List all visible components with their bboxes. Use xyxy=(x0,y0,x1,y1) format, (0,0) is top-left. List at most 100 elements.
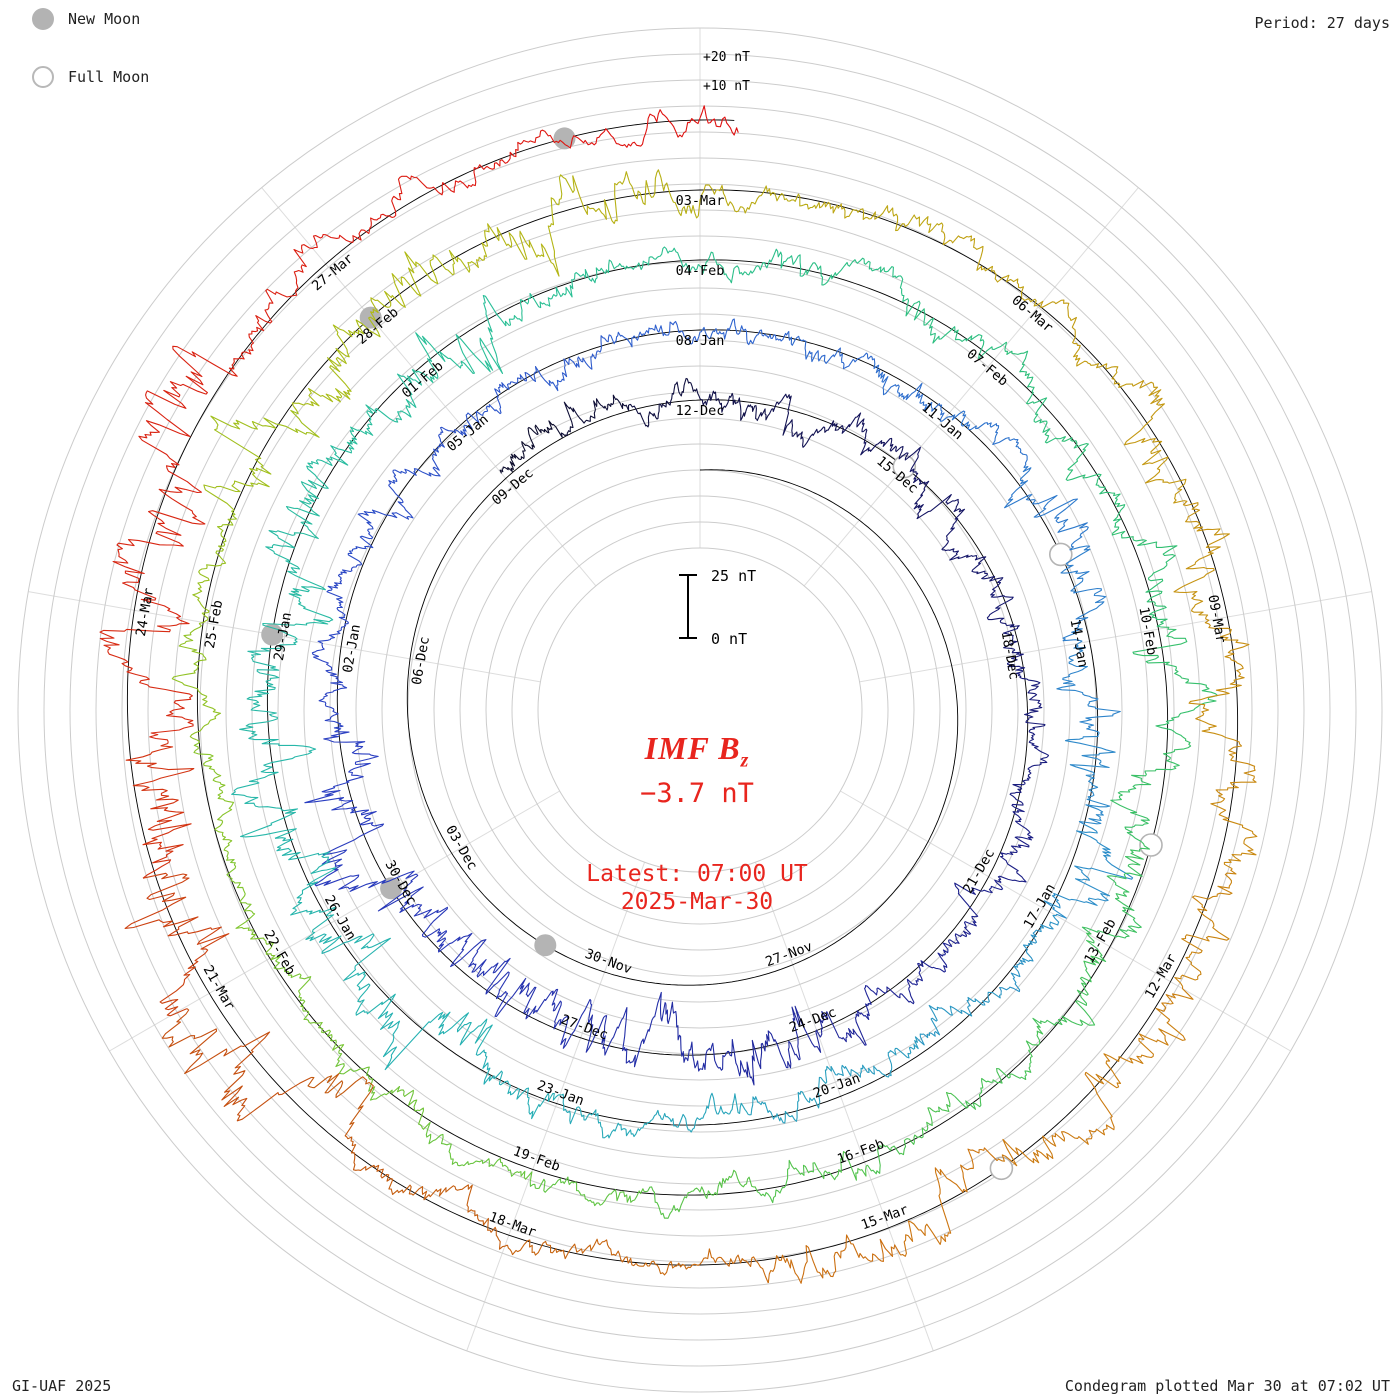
grid-circle xyxy=(121,131,1279,1289)
full-moon-marker xyxy=(1049,542,1073,567)
bz-trace-segment xyxy=(1210,739,1258,870)
bz-trace-segment xyxy=(635,1248,769,1284)
imf-bz-latest-value: −3.7 nT xyxy=(640,778,754,809)
grid-circle xyxy=(199,209,1201,1211)
bz-trace-segment xyxy=(996,1072,1115,1167)
bz-trace-segment xyxy=(1037,299,1134,389)
bz-trace-segment xyxy=(627,377,700,428)
bz-trace-segment xyxy=(560,394,630,438)
spiral-date-label: 18-Mar xyxy=(487,1209,538,1241)
bz-trace-segment xyxy=(99,619,194,742)
bz-trace-segment xyxy=(305,933,396,1016)
bz-trace-segment xyxy=(1081,841,1151,939)
bz-trace-segment xyxy=(697,248,802,284)
spiral-date-label: 26-Jan xyxy=(321,893,359,943)
bz-trace-segment xyxy=(392,426,468,484)
grid-circle xyxy=(355,365,1045,1055)
new-moon-label: New Moon xyxy=(68,10,141,28)
bz-trace-segment xyxy=(262,530,334,641)
bz-trace-segment xyxy=(767,1234,902,1284)
bz-trace-segment xyxy=(311,644,348,733)
bz-trace-segment xyxy=(997,803,1034,883)
bz-trace-segment xyxy=(270,955,345,1052)
bz-trace-segment xyxy=(314,809,418,892)
bz-trace-segment xyxy=(475,1049,562,1120)
bz-trace-segment xyxy=(1006,651,1046,730)
bz-trace-segment xyxy=(506,1238,637,1267)
bz-trace-segment xyxy=(274,837,337,941)
bz-trace-segment xyxy=(748,1065,832,1124)
spiral-date-label: 12-Dec xyxy=(676,403,725,419)
bz-trace-segment xyxy=(1061,436,1126,530)
bz-trace-segment xyxy=(565,109,701,149)
new-moon-icon xyxy=(32,8,54,30)
bz-trace-segment xyxy=(1043,824,1134,919)
bz-trace-segment xyxy=(768,393,843,448)
bz-trace-segment xyxy=(1174,868,1237,987)
bz-trace-segment xyxy=(1132,626,1219,738)
bz-trace-segment xyxy=(699,105,739,136)
bz-trace-segment xyxy=(698,318,790,346)
bz-trace-segment xyxy=(1173,500,1230,620)
bz-trace-segment xyxy=(346,369,423,452)
bz-trace-segment xyxy=(192,509,238,625)
bz-trace-segment xyxy=(1110,736,1192,842)
grid-circle xyxy=(17,27,1383,1393)
bz-trace-segment xyxy=(818,201,944,234)
bz-trace-segment xyxy=(941,224,1038,307)
bz-trace-segment xyxy=(193,739,235,853)
bz-trace-segment xyxy=(231,736,317,839)
imf-title-prefix: IMF B xyxy=(644,730,741,766)
scale-25nt-label: 25 nT xyxy=(711,567,757,585)
bz-trace-segment xyxy=(161,1008,312,1122)
bz-trace-segment xyxy=(941,518,1004,582)
bz-trace-segment xyxy=(171,623,222,741)
imf-bz-title: IMF Bz xyxy=(645,730,750,772)
spiral-date-label: 16-Feb xyxy=(835,1136,886,1168)
bz-trace-segment xyxy=(304,731,379,814)
grid-circle xyxy=(537,547,863,873)
bz-trace-segment xyxy=(900,1147,998,1257)
bz-trace-segment xyxy=(450,932,514,1018)
bz-trace-segment xyxy=(232,244,310,364)
bz-trace-segment xyxy=(698,390,770,422)
bz-trace-segment xyxy=(1111,528,1178,628)
bz-trace-segment xyxy=(909,446,966,520)
full-moon-marker xyxy=(1139,833,1163,857)
bz-trace-segment xyxy=(1004,465,1089,551)
grid-circle xyxy=(329,339,1071,1081)
bz-trace-segment xyxy=(203,409,320,511)
bz-trace-segment xyxy=(788,331,876,370)
new-moon-marker xyxy=(534,934,557,957)
bz-trace-segment xyxy=(124,872,230,1017)
bz-trace-segment xyxy=(1004,341,1066,444)
spiral-date-label: 04-Feb xyxy=(676,263,725,279)
grid-circle xyxy=(277,287,1123,1133)
bz-trace-segment xyxy=(1009,728,1050,806)
bz-trace-segment xyxy=(610,320,700,348)
bz-trace-segment xyxy=(1188,618,1250,741)
spiral-date-label: 18-Dec xyxy=(998,630,1022,681)
gridline-label-plus20: +20 nT xyxy=(703,50,750,65)
bz-trace-segment xyxy=(1085,986,1194,1089)
spiral-date-label: 08-Jan xyxy=(676,333,725,349)
bz-trace-segment xyxy=(411,294,507,384)
latest-time-label: Latest: 07:00 UT xyxy=(586,861,808,887)
bz-trace-segment xyxy=(125,741,195,879)
bz-trace-segment xyxy=(438,129,566,196)
grid-circle xyxy=(485,495,915,925)
bz-trace-segment xyxy=(285,445,353,540)
bz-trace-segment xyxy=(425,1122,533,1182)
bz-trace-segment xyxy=(291,317,381,411)
bz-trace-segment xyxy=(1032,932,1107,1028)
bz-trace-segment xyxy=(368,249,475,322)
bz-trace-segment xyxy=(226,852,276,961)
bz-trace-segment xyxy=(335,1051,431,1130)
bz-trace-segment xyxy=(885,942,953,1005)
bz-trace-segment xyxy=(1123,380,1187,504)
grid-circle xyxy=(433,443,967,977)
bz-trace-segment xyxy=(138,345,238,494)
bz-trace-segment xyxy=(873,361,945,422)
bz-trace-segment xyxy=(999,914,1060,993)
